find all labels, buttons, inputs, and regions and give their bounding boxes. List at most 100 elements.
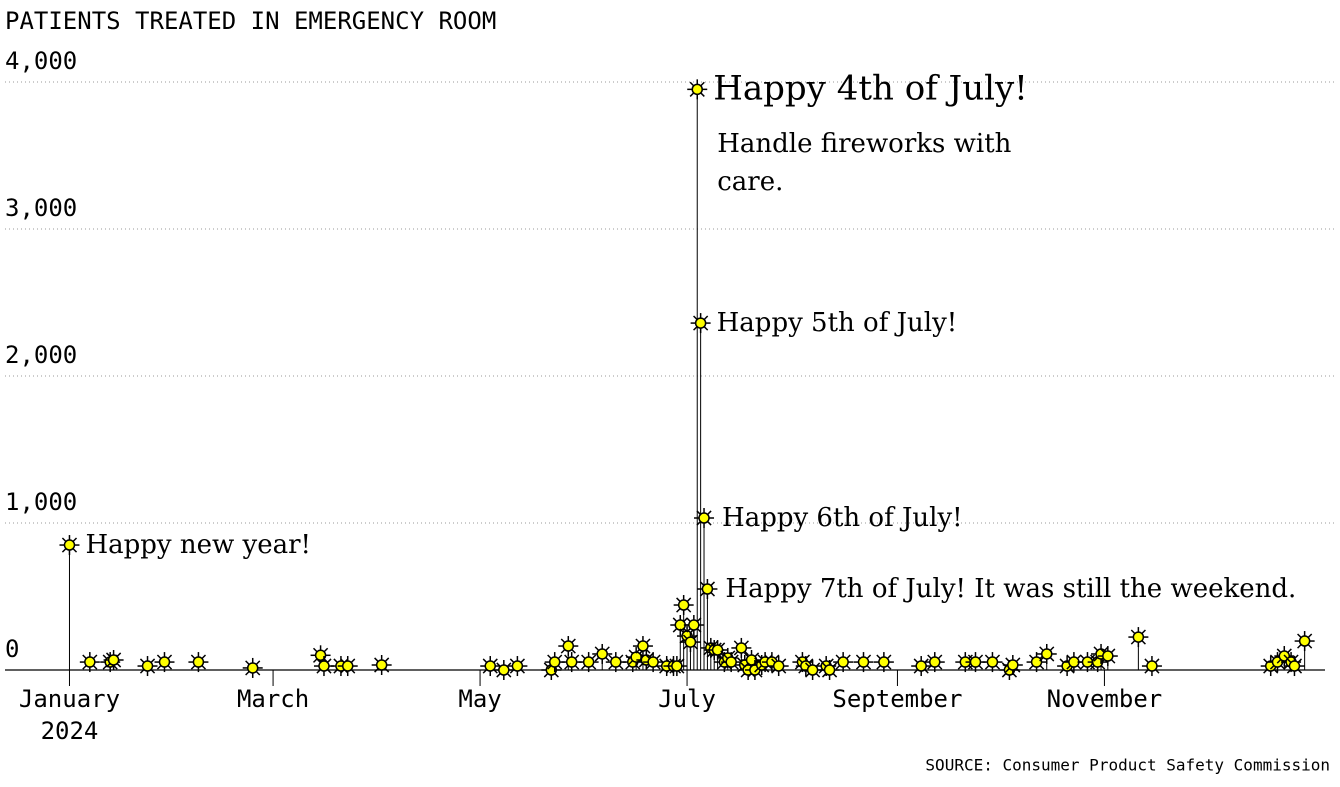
point	[911, 656, 932, 677]
y-tick-label: 2,000	[5, 341, 77, 369]
point-dot	[698, 512, 710, 524]
point	[242, 657, 263, 678]
point-dot	[674, 619, 687, 631]
point-dot	[511, 660, 524, 672]
point	[1036, 643, 1057, 664]
point-dot	[725, 656, 737, 668]
point	[154, 652, 175, 673]
point	[493, 660, 514, 680]
point	[1141, 656, 1162, 677]
point-dot	[701, 583, 714, 595]
annotation: Happy 4th of July!	[713, 68, 1028, 108]
point-dot	[929, 656, 941, 668]
point	[643, 652, 664, 673]
point-dot	[610, 656, 622, 668]
point	[1026, 652, 1047, 673]
point-dot	[823, 664, 836, 676]
point	[680, 632, 701, 653]
point-dot	[1068, 656, 1080, 668]
point	[1002, 655, 1023, 676]
point	[697, 579, 718, 600]
point-dot	[63, 539, 76, 551]
point-dot	[986, 656, 999, 668]
point-dot	[246, 662, 259, 674]
point-dot	[688, 619, 700, 631]
point-dot	[684, 636, 697, 648]
point	[687, 79, 708, 100]
point	[1284, 656, 1305, 677]
point-dot	[582, 656, 595, 668]
point	[982, 652, 1003, 673]
point-dot	[637, 640, 649, 652]
point	[924, 652, 945, 673]
point	[79, 652, 100, 673]
point-dot	[548, 656, 561, 668]
annotation: Happy 5th of July!	[717, 308, 958, 338]
point	[683, 615, 704, 636]
point-dot	[806, 664, 819, 676]
point	[558, 636, 579, 657]
point	[480, 656, 501, 677]
y-tick-label: 4,000	[5, 47, 77, 75]
point-dot	[1298, 635, 1311, 647]
point-dot	[1288, 660, 1301, 672]
point	[1077, 652, 1098, 673]
point	[1063, 652, 1084, 673]
x-tick-label: January 2024	[19, 685, 120, 745]
point	[371, 655, 392, 676]
x-tick-label: September	[832, 685, 962, 713]
point	[802, 660, 823, 680]
y-tick-label: 1,000	[5, 488, 77, 516]
point-dot	[565, 656, 578, 668]
point-dot	[878, 656, 890, 668]
point-dot	[318, 660, 330, 672]
point-dot	[84, 656, 96, 668]
point	[507, 656, 528, 677]
point-dot	[158, 656, 171, 668]
point	[673, 595, 694, 616]
point	[137, 656, 158, 677]
point	[188, 652, 209, 673]
point-dot	[671, 660, 683, 672]
point	[694, 508, 715, 529]
annotation-note-box: Handle fireworks with care.	[717, 129, 1011, 197]
point	[592, 643, 613, 664]
point-dot	[562, 640, 575, 652]
x-tick-label: May	[458, 685, 501, 713]
chart-title: PATIENTS TREATED IN EMERGENCY ROOM	[5, 7, 496, 35]
point-dot	[484, 660, 496, 672]
point	[605, 652, 626, 673]
point-dot	[1132, 631, 1145, 643]
point	[337, 656, 358, 677]
point-dot	[141, 660, 154, 672]
point	[1128, 627, 1149, 648]
point	[632, 636, 653, 657]
point	[103, 650, 124, 671]
annotation: Happy new year!	[85, 530, 311, 560]
point-dot	[107, 654, 120, 666]
point-dot	[314, 649, 327, 662]
point	[544, 652, 565, 673]
point-dot	[596, 648, 608, 660]
point-dot	[375, 659, 388, 671]
point	[721, 652, 742, 673]
point-dot	[1146, 660, 1158, 672]
point	[965, 652, 986, 673]
point	[1294, 631, 1315, 652]
y-tick-label: 0	[5, 635, 19, 663]
point	[59, 535, 80, 556]
point	[578, 652, 599, 673]
point	[561, 652, 582, 673]
point-dot	[694, 317, 707, 329]
point	[853, 652, 874, 673]
point-dot	[341, 660, 354, 672]
x-tick-label: March	[237, 685, 309, 713]
point-dot	[969, 656, 982, 668]
point-dot	[1102, 650, 1114, 662]
point-dot	[837, 656, 849, 668]
x-tick-label: November	[1047, 685, 1163, 713]
source: SOURCE: Consumer Product Safety Commissi…	[925, 756, 1330, 775]
point-dot	[1007, 659, 1019, 671]
point-dot	[711, 644, 724, 656]
